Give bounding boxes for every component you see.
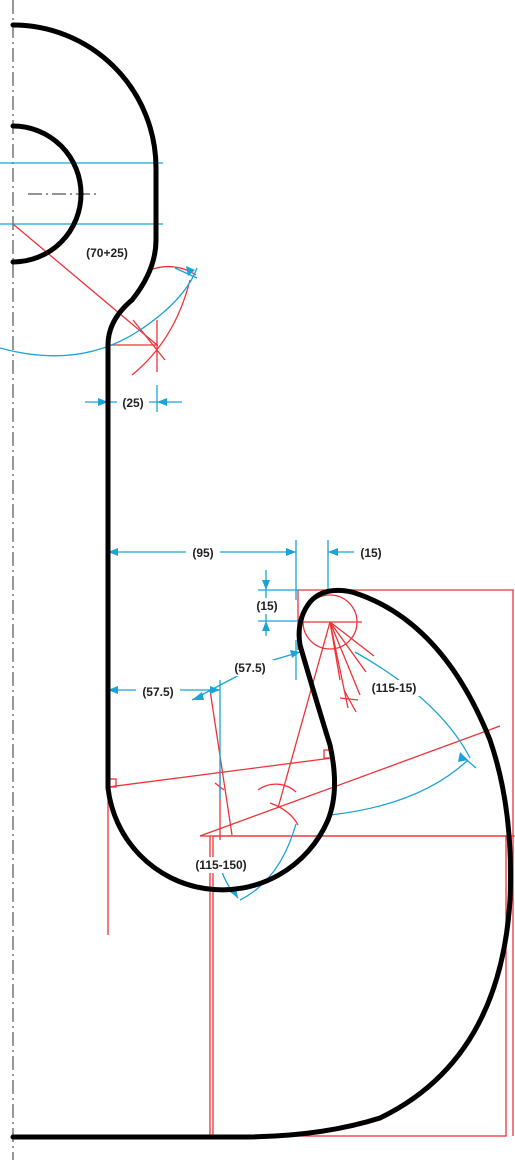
hook-outline — [10, 22, 514, 1140]
dim-inner-arc-left: (57.5) — [142, 685, 173, 699]
dimension-labels: (70+25) (25) (95) (15) (15) (57.5) (57.5… — [76, 244, 426, 873]
dim-inner-arc-right: (57.5) — [234, 661, 265, 675]
dimension-arrows — [98, 266, 468, 898]
dim-shank-to-tip: (95) — [192, 546, 213, 560]
dim-tip-radius-h: (15) — [360, 546, 381, 560]
hook-outer-profile — [10, 22, 514, 1140]
hook-eye-inner — [10, 123, 84, 265]
construction-lines — [12, 223, 515, 1137]
dim-neck-fillet: (25) — [122, 396, 143, 410]
dim-lower-arc: (115-150) — [195, 858, 246, 872]
dim-tip-radius-v: (15) — [256, 599, 277, 613]
dim-eye-outer-radius: (70+25) — [86, 246, 128, 260]
dim-outer-arc: (115-15) — [372, 681, 417, 695]
